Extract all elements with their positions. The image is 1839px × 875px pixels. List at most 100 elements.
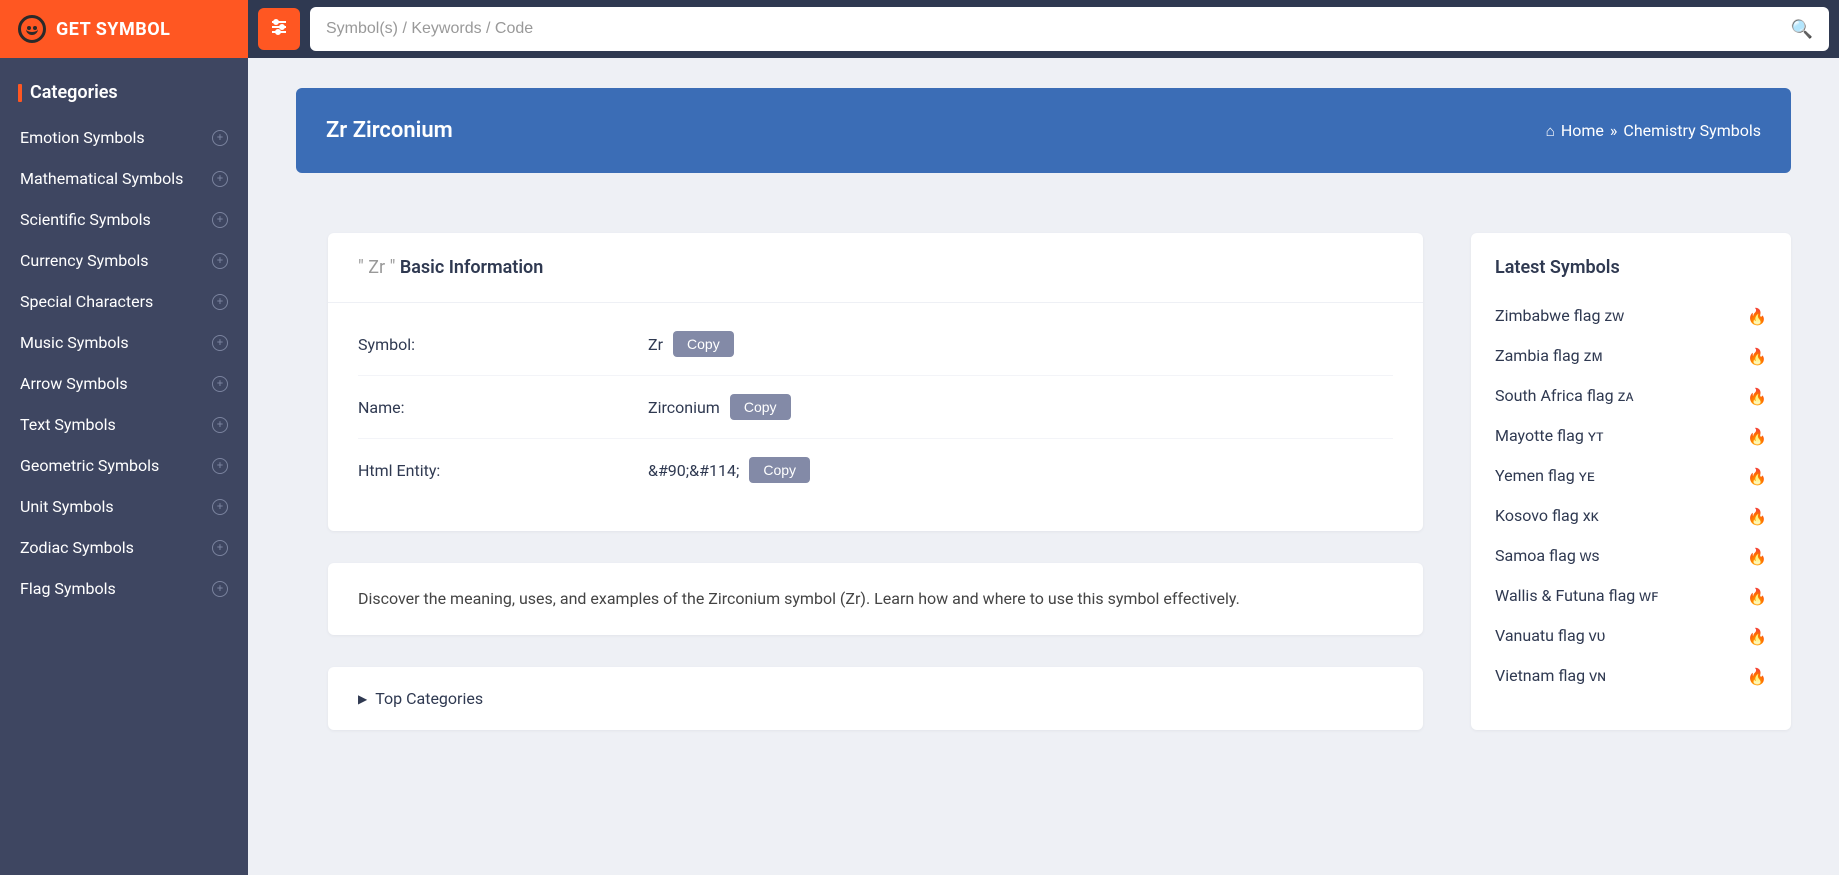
- fire-icon: 🔥: [1747, 667, 1767, 686]
- sidebar-item-scientific[interactable]: Scientific Symbols +: [0, 199, 248, 240]
- info-label: Symbol:: [358, 335, 648, 354]
- sidebar-item-label: Arrow Symbols: [20, 374, 128, 393]
- sidebar-item-music[interactable]: Music Symbols +: [0, 322, 248, 363]
- latest-item[interactable]: Zimbabwe flag ᴢᴡ 🔥: [1495, 296, 1767, 336]
- sidebar-item-flag[interactable]: Flag Symbols +: [0, 568, 248, 609]
- info-value: Zr: [648, 335, 663, 354]
- info-header: " Zr " Basic Information: [328, 233, 1423, 303]
- sidebar-item-label: Special Characters: [20, 292, 153, 311]
- filter-button[interactable]: [258, 8, 300, 50]
- sidebar-item-label: Currency Symbols: [20, 251, 149, 270]
- sidebar-item-label: Mathematical Symbols: [20, 169, 183, 188]
- home-icon: ⌂: [1546, 122, 1555, 140]
- search-box: 🔍: [310, 7, 1829, 51]
- sidebar-item-currency[interactable]: Currency Symbols +: [0, 240, 248, 281]
- basic-info-card: " Zr " Basic Information Symbol: Zr Copy…: [328, 233, 1423, 531]
- latest-item[interactable]: South Africa flag ᴢᴀ🔥: [1495, 376, 1767, 416]
- latest-item-label: Vietnam flag ᴠɴ: [1495, 666, 1606, 686]
- latest-item-label: Vanuatu flag ᴠᴜ: [1495, 626, 1605, 646]
- plus-icon: +: [212, 294, 228, 310]
- description-card: Discover the meaning, uses, and examples…: [328, 563, 1423, 635]
- latest-item[interactable]: Samoa flag ᴡs 🔥: [1495, 536, 1767, 576]
- sidebar-item-zodiac[interactable]: Zodiac Symbols +: [0, 527, 248, 568]
- latest-item[interactable]: Wallis & Futuna flag ᴡꜰ 🔥: [1495, 576, 1767, 616]
- fire-icon: 🔥: [1747, 347, 1767, 366]
- latest-item[interactable]: Mayotte flag ʏᴛ 🔥: [1495, 416, 1767, 456]
- sidebar-header: Categories: [0, 78, 248, 117]
- plus-icon: +: [212, 253, 228, 269]
- plus-icon: +: [212, 417, 228, 433]
- fire-icon: 🔥: [1747, 547, 1767, 566]
- sidebar-item-label: Unit Symbols: [20, 497, 114, 516]
- latest-item-label: Zimbabwe flag ᴢᴡ: [1495, 306, 1624, 326]
- search-input[interactable]: [326, 20, 1791, 38]
- copy-button[interactable]: Copy: [673, 331, 734, 357]
- info-label: Name:: [358, 398, 648, 417]
- hero-banner: Zr Zirconium ⌂ Home » Chemistry Symbols: [296, 88, 1791, 173]
- latest-item-label: Mayotte flag ʏᴛ: [1495, 426, 1603, 446]
- triangle-right-icon: ▶: [358, 692, 367, 706]
- breadcrumb-current[interactable]: Chemistry Symbols: [1623, 121, 1761, 140]
- sidebar-item-special[interactable]: Special Characters +: [0, 281, 248, 322]
- plus-icon: +: [212, 335, 228, 351]
- latest-item[interactable]: Yemen flag ʏᴇ🔥: [1495, 456, 1767, 496]
- info-heading: Basic Information: [400, 257, 543, 278]
- sidebar-item-geometric[interactable]: Geometric Symbols +: [0, 445, 248, 486]
- latest-header: Latest Symbols: [1471, 233, 1791, 290]
- latest-item[interactable]: Vietnam flag ᴠɴ 🔥: [1495, 656, 1767, 696]
- fire-icon: 🔥: [1747, 507, 1767, 526]
- top-categories-card[interactable]: ▶ Top Categories: [328, 667, 1423, 730]
- info-row-symbol: Symbol: Zr Copy: [358, 313, 1393, 376]
- fire-icon: 🔥: [1747, 587, 1767, 606]
- latest-item[interactable]: Vanuatu flag ᴠᴜ 🔥: [1495, 616, 1767, 656]
- copy-button[interactable]: Copy: [749, 457, 810, 483]
- info-row-entity: Html Entity: &#90;&#114; Copy: [358, 439, 1393, 501]
- plus-icon: +: [212, 540, 228, 556]
- sidebar-item-label: Geometric Symbols: [20, 456, 159, 475]
- sidebar-item-arrow[interactable]: Arrow Symbols +: [0, 363, 248, 404]
- plus-icon: +: [212, 376, 228, 392]
- sidebar-item-label: Music Symbols: [20, 333, 129, 352]
- info-value: Zirconium: [648, 398, 720, 417]
- latest-item-label: Yemen flag ʏᴇ: [1495, 466, 1595, 486]
- info-label: Html Entity:: [358, 461, 648, 480]
- latest-item-label: South Africa flag ᴢᴀ: [1495, 386, 1634, 406]
- plus-icon: +: [212, 499, 228, 515]
- latest-item-label: Kosovo flag xᴋ: [1495, 506, 1599, 526]
- smile-icon: [18, 15, 46, 43]
- sidebar-item-text[interactable]: Text Symbols +: [0, 404, 248, 445]
- sidebar-item-label: Flag Symbols: [20, 579, 116, 598]
- sidebar-item-label: Emotion Symbols: [20, 128, 145, 147]
- top-categories-label: Top Categories: [375, 689, 483, 708]
- sidebar-item-mathematical[interactable]: Mathematical Symbols +: [0, 158, 248, 199]
- plus-icon: +: [212, 458, 228, 474]
- breadcrumb-sep: »: [1610, 121, 1618, 140]
- brand-name: GET SYMBOL: [56, 19, 170, 40]
- categories-title: Categories: [30, 82, 118, 103]
- latest-item-label: Samoa flag ᴡs: [1495, 546, 1600, 566]
- latest-item-label: Wallis & Futuna flag ᴡꜰ: [1495, 586, 1659, 606]
- copy-button[interactable]: Copy: [730, 394, 791, 420]
- sidebar-item-label: Zodiac Symbols: [20, 538, 134, 557]
- sidebar-item-label: Scientific Symbols: [20, 210, 151, 229]
- latest-item[interactable]: Zambia flag ᴢᴍ 🔥: [1495, 336, 1767, 376]
- page-title: Zr Zirconium: [326, 118, 453, 143]
- sidebar-item-label: Text Symbols: [20, 415, 116, 434]
- plus-icon: +: [212, 581, 228, 597]
- fire-icon: 🔥: [1747, 427, 1767, 446]
- latest-item[interactable]: Kosovo flag xᴋ 🔥: [1495, 496, 1767, 536]
- info-row-name: Name: Zirconium Copy: [358, 376, 1393, 439]
- fire-icon: 🔥: [1747, 307, 1767, 326]
- plus-icon: +: [212, 171, 228, 187]
- latest-symbols-panel: Latest Symbols Zimbabwe flag ᴢᴡ 🔥 Zambia …: [1471, 233, 1791, 730]
- sidebar: Categories Emotion Symbols + Mathematical…: [0, 58, 248, 875]
- search-icon[interactable]: 🔍: [1791, 19, 1813, 40]
- fire-icon: 🔥: [1747, 627, 1767, 646]
- sidebar-item-emotion[interactable]: Emotion Symbols +: [0, 117, 248, 158]
- breadcrumb-home[interactable]: Home: [1561, 121, 1604, 140]
- latest-item-label: Zambia flag ᴢᴍ: [1495, 346, 1603, 366]
- sidebar-item-unit[interactable]: Unit Symbols +: [0, 486, 248, 527]
- plus-icon: +: [212, 212, 228, 228]
- plus-icon: +: [212, 130, 228, 146]
- brand-logo[interactable]: GET SYMBOL: [0, 0, 248, 58]
